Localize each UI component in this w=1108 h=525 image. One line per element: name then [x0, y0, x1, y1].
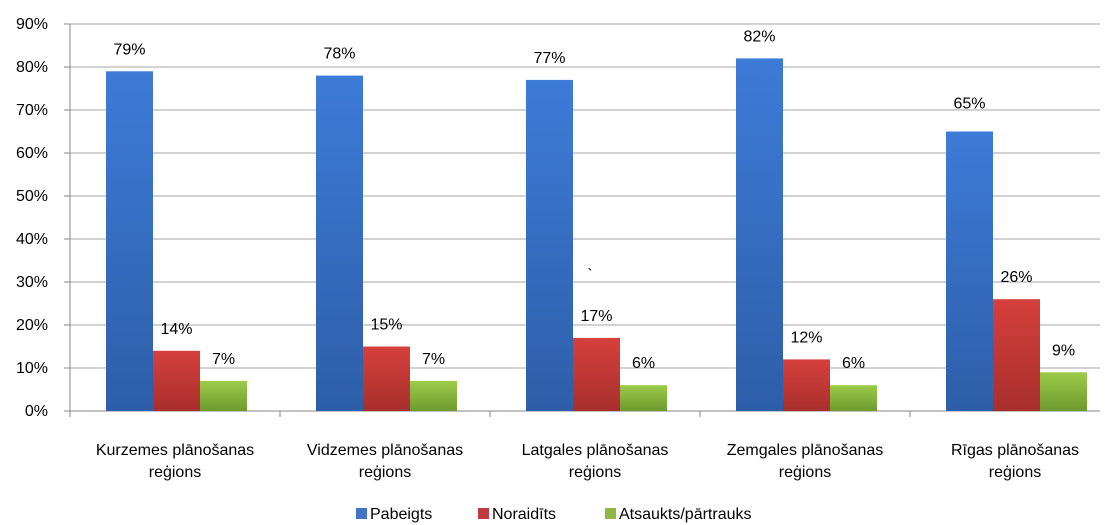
data-label: 17%: [580, 308, 612, 325]
legend-label: Noraidīts: [492, 506, 556, 523]
y-tick-label: 10%: [16, 360, 48, 377]
bar-Pabeigts: [526, 79, 573, 412]
y-tick-label: 60%: [16, 145, 48, 162]
bar-Atsaukts/pārtrauks: [410, 380, 457, 411]
bar-Noraidīts: [573, 337, 620, 411]
legend-label: Pabeigts: [370, 506, 432, 523]
x-category-label-line: Vidzemes plānošanas: [307, 442, 463, 459]
data-label: 6%: [842, 355, 865, 372]
y-tick-label: 80%: [16, 59, 48, 76]
data-label: 79%: [113, 41, 145, 58]
data-labels: 79% 78% 77% 82% 65% 14% 15% 17% 12% 26% 7% 7% 6% 6% 9%…: [113, 28, 1075, 372]
legend-swatch: [605, 508, 616, 519]
x-category-label-line: Rīgas plānošanas: [951, 442, 1079, 459]
y-tick-label: 50%: [16, 188, 48, 205]
bar-Noraidīts: [363, 346, 410, 411]
data-label: 9%: [1052, 342, 1075, 359]
axes: 0% 10% 20% 30% 40% 50% 60% 70% 80% 90% Kurzemes pl…: [16, 16, 1100, 481]
data-label: 15%: [370, 317, 402, 334]
bar-Pabeigts: [316, 75, 363, 411]
legend-swatch: [478, 508, 489, 519]
x-category-label-line: Latgales plānošanas: [522, 442, 669, 459]
x-category-label: Rīgas plānošanas reģions: [951, 442, 1079, 481]
data-label: 7%: [422, 351, 445, 368]
x-category-label: Zemgales plānošanas reģions: [727, 442, 884, 481]
data-label: 6%: [632, 355, 655, 372]
annotation-mark: `: [587, 267, 592, 284]
y-tick-label: 90%: [16, 16, 48, 33]
gridlines: [70, 23, 1100, 369]
y-tick-label: 20%: [16, 317, 48, 334]
x-category-label: Kurzemes plānošanas reģions: [96, 442, 254, 481]
x-category-label-line: reģions: [359, 463, 411, 481]
data-label: 78%: [323, 46, 355, 63]
x-category-label-line: reģions: [149, 463, 201, 481]
x-category-label-line: reģions: [989, 463, 1041, 481]
bar-Noraidīts: [783, 359, 830, 411]
data-label: 12%: [790, 329, 822, 346]
bar-Atsaukts/pārtrauks: [200, 380, 247, 411]
data-label: 82%: [743, 28, 775, 45]
data-label: 65%: [953, 96, 985, 113]
x-category-label-line: reģions: [569, 463, 621, 481]
bar-Noraidīts: [153, 350, 200, 411]
x-category-label: Latgales plānošanas reģions: [522, 442, 669, 481]
data-label: 14%: [160, 321, 192, 338]
bar-Atsaukts/pārtrauks: [620, 385, 667, 411]
y-tick-label: 40%: [16, 231, 48, 248]
y-tick-label: 70%: [16, 102, 48, 119]
legend-label: Atsaukts/pārtrauks: [619, 506, 752, 523]
bar-Atsaukts/pārtrauks: [830, 385, 877, 411]
bar-Pabeigts: [946, 131, 993, 411]
legend: Pabeigts Noraidīts Atsaukts/pārtrauks: [356, 506, 752, 523]
bars: [106, 58, 1087, 412]
bar-Pabeigts: [106, 71, 153, 412]
bar-Atsaukts/pārtrauks: [1040, 372, 1087, 411]
x-category-label-line: Kurzemes plānošanas: [96, 442, 254, 459]
legend-swatch: [356, 508, 367, 519]
bar-Noraidīts: [993, 299, 1040, 411]
data-label: 7%: [212, 351, 235, 368]
x-category-label: Vidzemes plānošanas reģions: [307, 442, 463, 481]
y-tick-label: 0%: [25, 403, 48, 420]
x-category-label-line: reģions: [779, 463, 831, 481]
data-label: 77%: [533, 50, 565, 67]
y-tick-label: 30%: [16, 274, 48, 291]
data-label: 26%: [1000, 269, 1032, 286]
bar-Pabeigts: [736, 58, 783, 412]
x-category-label-line: Zemgales plānošanas: [727, 442, 884, 459]
